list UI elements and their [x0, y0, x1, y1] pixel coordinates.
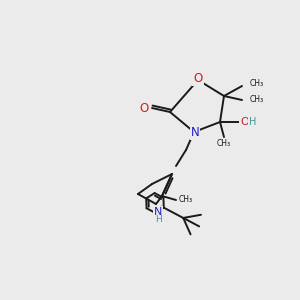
Text: N: N [190, 127, 200, 140]
Text: O: O [240, 117, 249, 127]
Text: H: H [154, 215, 161, 224]
Text: CH₃: CH₃ [250, 80, 264, 88]
Text: O: O [194, 73, 202, 85]
Text: O: O [140, 101, 148, 115]
Text: CH₃: CH₃ [179, 196, 193, 205]
Text: N: N [154, 207, 162, 217]
Text: CH₃: CH₃ [250, 95, 264, 104]
Text: CH₃: CH₃ [217, 140, 231, 148]
Text: H: H [249, 117, 256, 127]
